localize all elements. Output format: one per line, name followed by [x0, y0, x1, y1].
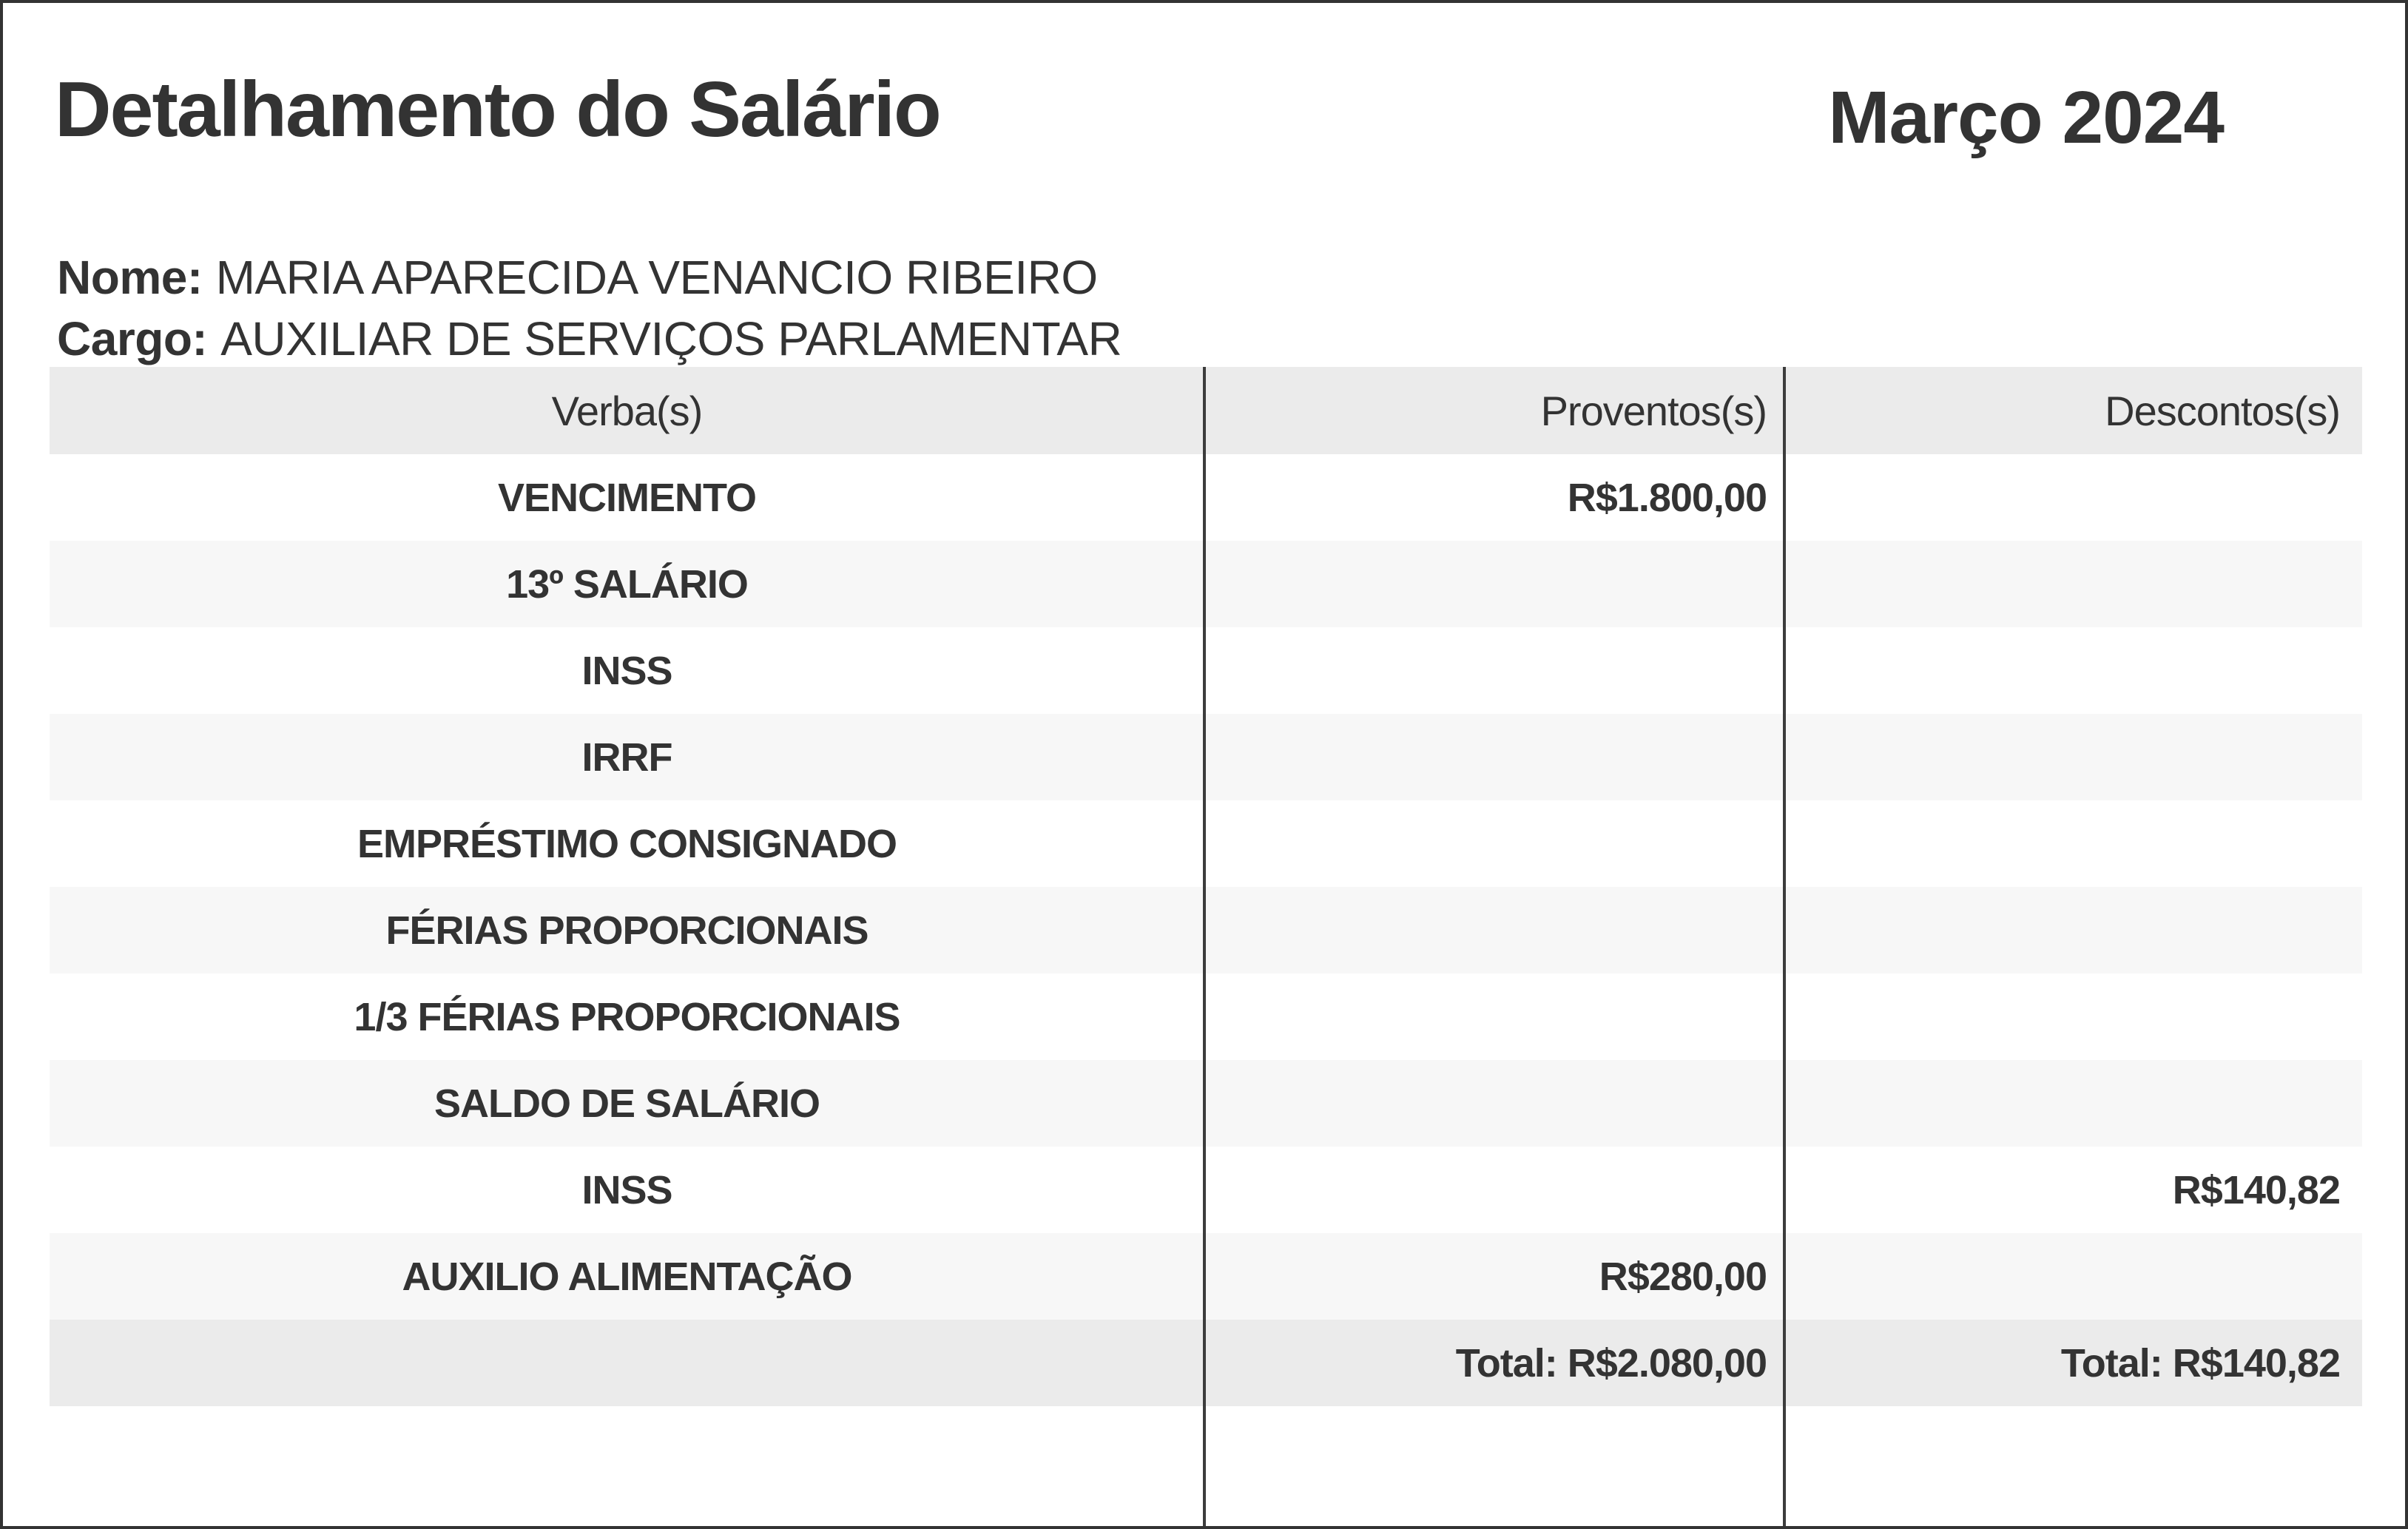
table-row: 1/3 FÉRIAS PROPORCIONAIS: [50, 973, 2362, 1060]
column-divider-2: [1783, 367, 1786, 1526]
table-header-row: Verba(s) Proventos(s) Descontos(s): [50, 367, 2362, 454]
salary-table: Verba(s) Proventos(s) Descontos(s) VENCI…: [50, 367, 2362, 1526]
proventos-cell: R$1.800,00: [1567, 475, 1767, 520]
proventos-cell: R$280,00: [1599, 1254, 1767, 1299]
role-label: Cargo:: [57, 312, 208, 365]
verba-cell: VENCIMENTO: [497, 475, 757, 520]
table-row: FÉRIAS PROPORCIONAIS: [50, 887, 2362, 973]
verba-cell: FÉRIAS PROPORCIONAIS: [385, 908, 869, 953]
total-proventos: Total: R$2.080,00: [1455, 1340, 1767, 1385]
name-value: MARIA APARECIDA VENANCIO RIBEIRO: [215, 251, 1099, 304]
verba-cell: AUXILIO ALIMENTAÇÃO: [402, 1254, 853, 1299]
table-total-row: Total: R$2.080,00 Total: R$140,82: [50, 1320, 2362, 1406]
employee-role-line: Cargo: AUXILIAR DE SERVIÇOS PARLAMENTAR: [57, 308, 1122, 370]
verba-cell: INSS: [581, 1167, 672, 1212]
role-value: AUXILIAR DE SERVIÇOS PARLAMENTAR: [220, 312, 1122, 365]
name-label: Nome:: [57, 251, 203, 304]
verba-cell: EMPRÉSTIMO CONSIGNADO: [357, 821, 897, 866]
verba-cell: INSS: [581, 648, 672, 693]
verba-cell: IRRF: [581, 735, 673, 780]
table-row: INSS: [50, 627, 2362, 714]
verba-cell: 13º SALÁRIO: [506, 561, 749, 607]
total-descontos: Total: R$140,82: [2060, 1340, 2341, 1385]
header-proventos: Proventos(s): [1540, 387, 1767, 434]
verba-cell: 1/3 FÉRIAS PROPORCIONAIS: [354, 994, 900, 1039]
employee-info: Nome: MARIA APARECIDA VENANCIO RIBEIRO Ca…: [57, 247, 1122, 370]
verba-cell: SALDO DE SALÁRIO: [434, 1081, 820, 1126]
period-label: Março 2024: [1828, 76, 2225, 159]
table-row: INSS R$140,82: [50, 1147, 2362, 1233]
table-row: EMPRÉSTIMO CONSIGNADO: [50, 800, 2362, 887]
table-row: VENCIMENTO R$1.800,00: [50, 454, 2362, 541]
column-divider-1: [1203, 367, 1206, 1526]
page-title: Detalhamento do Salário: [55, 66, 942, 153]
table-row: 13º SALÁRIO: [50, 541, 2362, 627]
table-row: IRRF: [50, 714, 2362, 800]
employee-name-line: Nome: MARIA APARECIDA VENANCIO RIBEIRO: [57, 247, 1122, 308]
descontos-cell: R$140,82: [2172, 1167, 2341, 1212]
header-verba: Verba(s): [551, 387, 704, 434]
table-row: AUXILIO ALIMENTAÇÃO R$280,00: [50, 1233, 2362, 1320]
header-descontos: Descontos(s): [2105, 387, 2341, 434]
table-row: SALDO DE SALÁRIO: [50, 1060, 2362, 1147]
